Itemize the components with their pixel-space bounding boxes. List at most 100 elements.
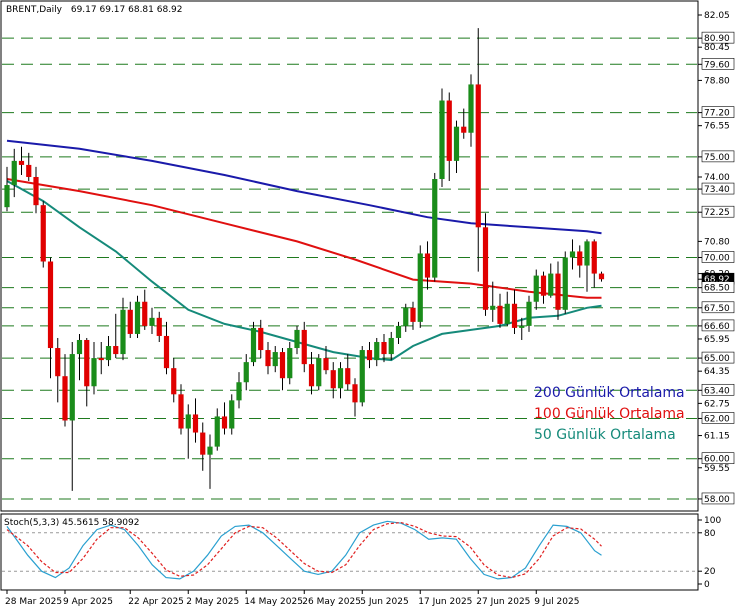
candle-bear	[540, 275, 547, 296]
price-tick-label: 67.50	[704, 304, 730, 314]
price-tick-label: 68.50	[704, 284, 730, 294]
price-tick-label: 65.00	[704, 354, 730, 364]
time-axis: 28 Mar 2025 9 Apr 2025 22 Apr 2025 2 May 20…	[5, 590, 579, 607]
candle-bull	[120, 309, 126, 355]
price-tick-label: 59.55	[704, 464, 730, 474]
candle-bull	[250, 327, 257, 363]
price-tick-label: 63.40	[704, 386, 730, 396]
time-tick-label: 9 Apr 2025	[63, 597, 113, 607]
candle-bull	[185, 414, 191, 429]
stoch-d-line	[6, 521, 602, 579]
candle-bull	[105, 346, 112, 361]
candle-bull	[134, 301, 141, 334]
candle-bull	[207, 446, 213, 455]
candle-bear	[55, 348, 61, 377]
price-label-box	[701, 492, 735, 505]
price-label-box	[701, 205, 735, 218]
candle-bear	[461, 126, 467, 133]
price-tick-label: 76.55	[704, 122, 730, 132]
candle-bear	[98, 358, 104, 361]
candle-bear	[18, 160, 25, 165]
candle-bear	[279, 352, 286, 379]
price-tick-label: 62.75	[704, 399, 730, 409]
candle-bull	[69, 354, 75, 421]
legend-ma100: 100 Günlük Ortalama	[534, 406, 685, 422]
price-label-box	[701, 301, 735, 314]
stoch-label: Stoch(5,3,3) 45.5615 58.9092	[4, 518, 139, 528]
legend-ma50: 50 Günlük Ortalama	[534, 427, 676, 443]
price-tick-label: 65.95	[704, 335, 730, 345]
time-tick-label: 27 Jun 2025	[476, 597, 530, 607]
candle-bear	[555, 273, 561, 310]
price-label-box	[701, 281, 735, 293]
candle-bull	[287, 348, 293, 379]
stoch-tick-label: 20	[704, 567, 716, 577]
stoch-tick-label: 100	[704, 516, 721, 526]
candle-bear	[446, 100, 452, 161]
candle-bull	[359, 350, 365, 403]
time-tick-label: 17 Jun 2025	[418, 597, 472, 607]
candle-bear	[178, 394, 184, 429]
candle-bear	[330, 370, 336, 389]
candle-bear	[424, 253, 431, 278]
candle-bear	[265, 350, 271, 367]
candle-bull	[91, 358, 97, 387]
candle-bear	[171, 368, 177, 395]
candle-bull	[11, 160, 17, 186]
price-label-box	[701, 452, 735, 465]
candle-bear	[482, 227, 489, 310]
header-label: BRENT,Daily 69.17 69.17 68.81 68.92	[6, 5, 183, 15]
candle-bear	[598, 273, 605, 280]
candle-bull	[374, 341, 380, 361]
time-tick-label: 2 May 2025	[186, 597, 239, 607]
price-label-box	[701, 182, 735, 195]
price-tick-label: 80.45	[704, 43, 730, 53]
price-label-box	[701, 58, 735, 70]
price-tick-label: 62.00	[704, 414, 730, 424]
price-label-box	[701, 412, 735, 424]
candle-bear	[33, 176, 39, 206]
chart-symbol: BRENT,Daily	[6, 5, 63, 15]
legend-ma200: 200 Günlük Ortalama	[534, 385, 685, 401]
candle-bull	[403, 307, 409, 326]
candle-bear	[62, 376, 68, 421]
candle-bear	[127, 309, 133, 334]
time-tick-label: 28 Mar 2025	[5, 597, 62, 607]
price-tick-label: 66.60	[704, 322, 730, 332]
candle-bear	[366, 350, 373, 361]
candle-bull	[533, 275, 539, 302]
candle-bear	[84, 339, 90, 387]
candle-bear	[497, 305, 503, 324]
stoch-tick-label: 0	[704, 580, 710, 590]
candle-bull	[214, 416, 220, 447]
candle-bear	[591, 241, 597, 274]
candle-bull	[569, 251, 576, 258]
candle-bear	[308, 364, 315, 387]
candle-bear	[577, 251, 583, 266]
candle-bull	[76, 339, 83, 355]
candle-bear	[345, 368, 351, 385]
price-tick-label: 60.00	[704, 455, 730, 465]
chart-ohlc: 69.17 69.17 68.81 68.92	[71, 5, 183, 15]
ma50-line	[6, 180, 602, 362]
price-label-box	[701, 351, 735, 364]
price-tick-label: 58.00	[704, 495, 730, 505]
candle-bear	[40, 205, 46, 262]
candle-bull	[453, 126, 460, 161]
time-tick-label: 5 Jun 2025	[360, 597, 408, 607]
candle-bull	[316, 358, 322, 387]
price-label-box	[701, 383, 735, 396]
stoch-pane-frame	[0, 513, 699, 591]
price-tick-label: 74.00	[704, 173, 730, 183]
time-tick-label: 14 May 2025	[244, 597, 303, 607]
candle-bull	[417, 253, 423, 322]
candle-bull	[243, 362, 249, 383]
ma200-line	[6, 139, 602, 235]
price-tick-label: 80.90	[704, 34, 730, 44]
candle-bear	[352, 384, 358, 403]
candle-bear	[156, 317, 162, 336]
candle-bear	[323, 358, 329, 371]
candle-bull	[490, 305, 496, 310]
